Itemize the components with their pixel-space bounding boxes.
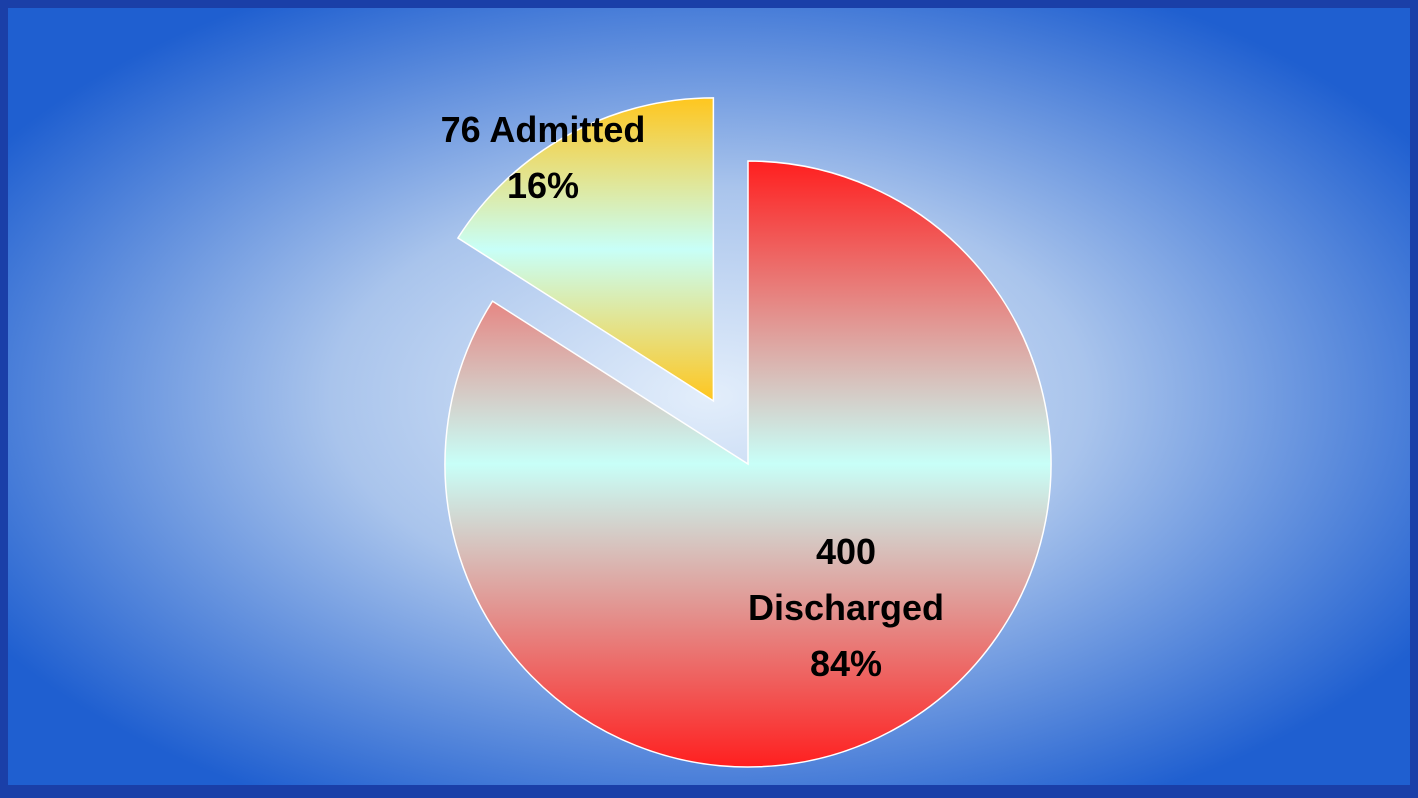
slice-label-admitted: 76 Admitted 16% [441, 109, 646, 206]
slice-label-discharged: 400 Discharged 84% [748, 531, 944, 684]
pie-slice-admitted [456, 97, 715, 403]
pie-slice-discharged [444, 160, 1052, 768]
